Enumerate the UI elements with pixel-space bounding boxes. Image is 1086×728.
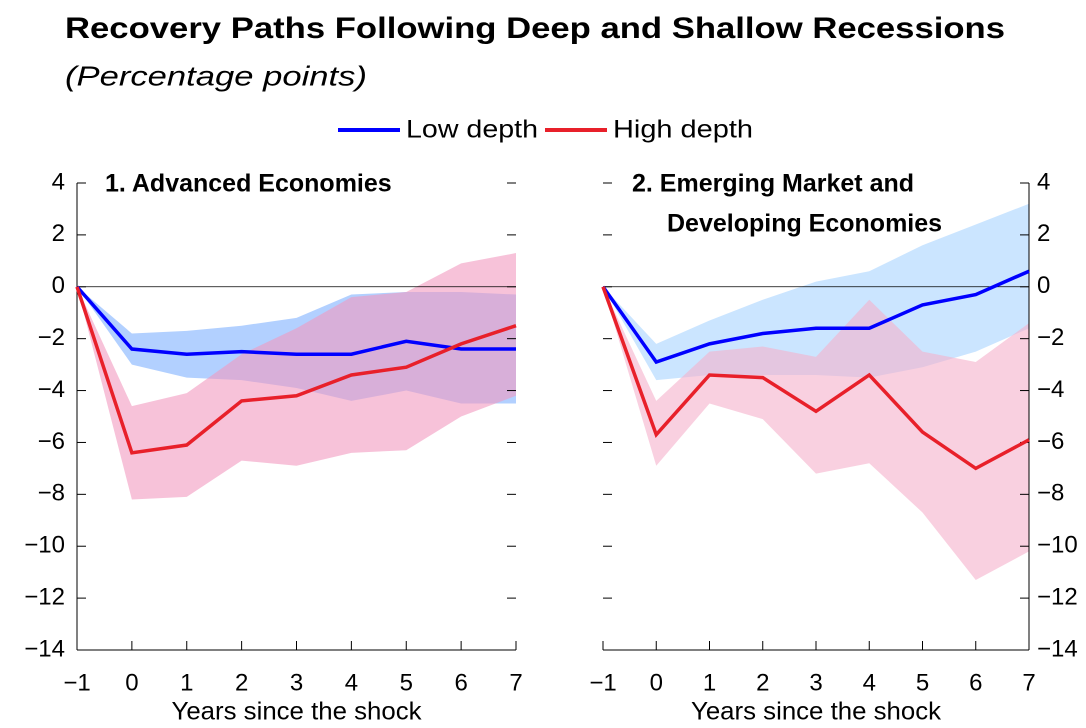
x-tick-label: 2 <box>756 669 769 696</box>
x-tick-label: 5 <box>916 669 929 696</box>
x-tick-label: −1 <box>589 669 616 696</box>
x-tick-label: 1 <box>703 669 716 696</box>
x-tick-label: 4 <box>863 669 876 696</box>
y-tick-label: −4 <box>38 376 65 403</box>
y-tick-label: 2 <box>52 220 65 247</box>
x-tick-label: 5 <box>400 669 413 696</box>
y-tick-label: −2 <box>38 324 65 351</box>
x-tick-label: 7 <box>509 669 522 696</box>
panel-title: Developing Economies <box>667 210 942 238</box>
x-tick-label: 6 <box>454 669 467 696</box>
x-tick-label: 6 <box>969 669 982 696</box>
y-tick-label: −12 <box>1037 583 1078 610</box>
legend-label: Low depth <box>406 116 538 144</box>
y-tick-label: 4 <box>52 168 65 195</box>
x-tick-label: 0 <box>125 669 138 696</box>
x-axis-label: Years since the shock <box>172 698 423 726</box>
y-tick-label: −8 <box>38 480 65 507</box>
x-tick-label: −1 <box>63 669 90 696</box>
x-tick-label: 7 <box>1022 669 1035 696</box>
y-tick-label: 2 <box>1037 220 1050 247</box>
y-tick-label: −10 <box>1037 532 1078 559</box>
y-tick-label: −6 <box>38 428 65 455</box>
y-tick-label: −8 <box>1037 480 1064 507</box>
panel-title: 1. Advanced Economies <box>105 170 392 198</box>
line <box>75 286 517 455</box>
y-tick-label: 4 <box>1037 168 1050 195</box>
y-tick-label: −14 <box>24 635 65 662</box>
y-tick-label: −12 <box>24 583 65 610</box>
legend-label: High depth <box>613 116 753 144</box>
confidence-band <box>77 253 516 500</box>
x-tick-label: 3 <box>809 669 822 696</box>
line <box>601 269 1030 365</box>
x-tick-label: 3 <box>290 669 303 696</box>
y-tick-label: −4 <box>1037 376 1064 403</box>
y-tick-label: −2 <box>1037 324 1064 351</box>
confidence-band <box>603 286 1029 580</box>
x-tick-label: 1 <box>180 669 193 696</box>
line <box>601 286 1030 471</box>
y-tick-label: −10 <box>24 532 65 559</box>
line <box>75 285 516 356</box>
y-tick-label: −14 <box>1037 635 1078 662</box>
y-tick-label: −6 <box>1037 428 1064 455</box>
x-tick-label: 0 <box>650 669 663 696</box>
chart-subtitle: (Percentage points) <box>65 60 367 91</box>
confidence-band <box>603 203 1029 381</box>
x-tick-label: 2 <box>235 669 248 696</box>
chart-title: Recovery Paths Following Deep and Shallo… <box>65 12 1005 45</box>
y-tick-label: 0 <box>1037 272 1050 299</box>
panel-title: 2. Emerging Market and <box>632 170 914 198</box>
y-tick-label: 0 <box>52 272 65 299</box>
x-tick-label: 4 <box>345 669 358 696</box>
x-axis-label: Years since the shock <box>691 698 942 726</box>
